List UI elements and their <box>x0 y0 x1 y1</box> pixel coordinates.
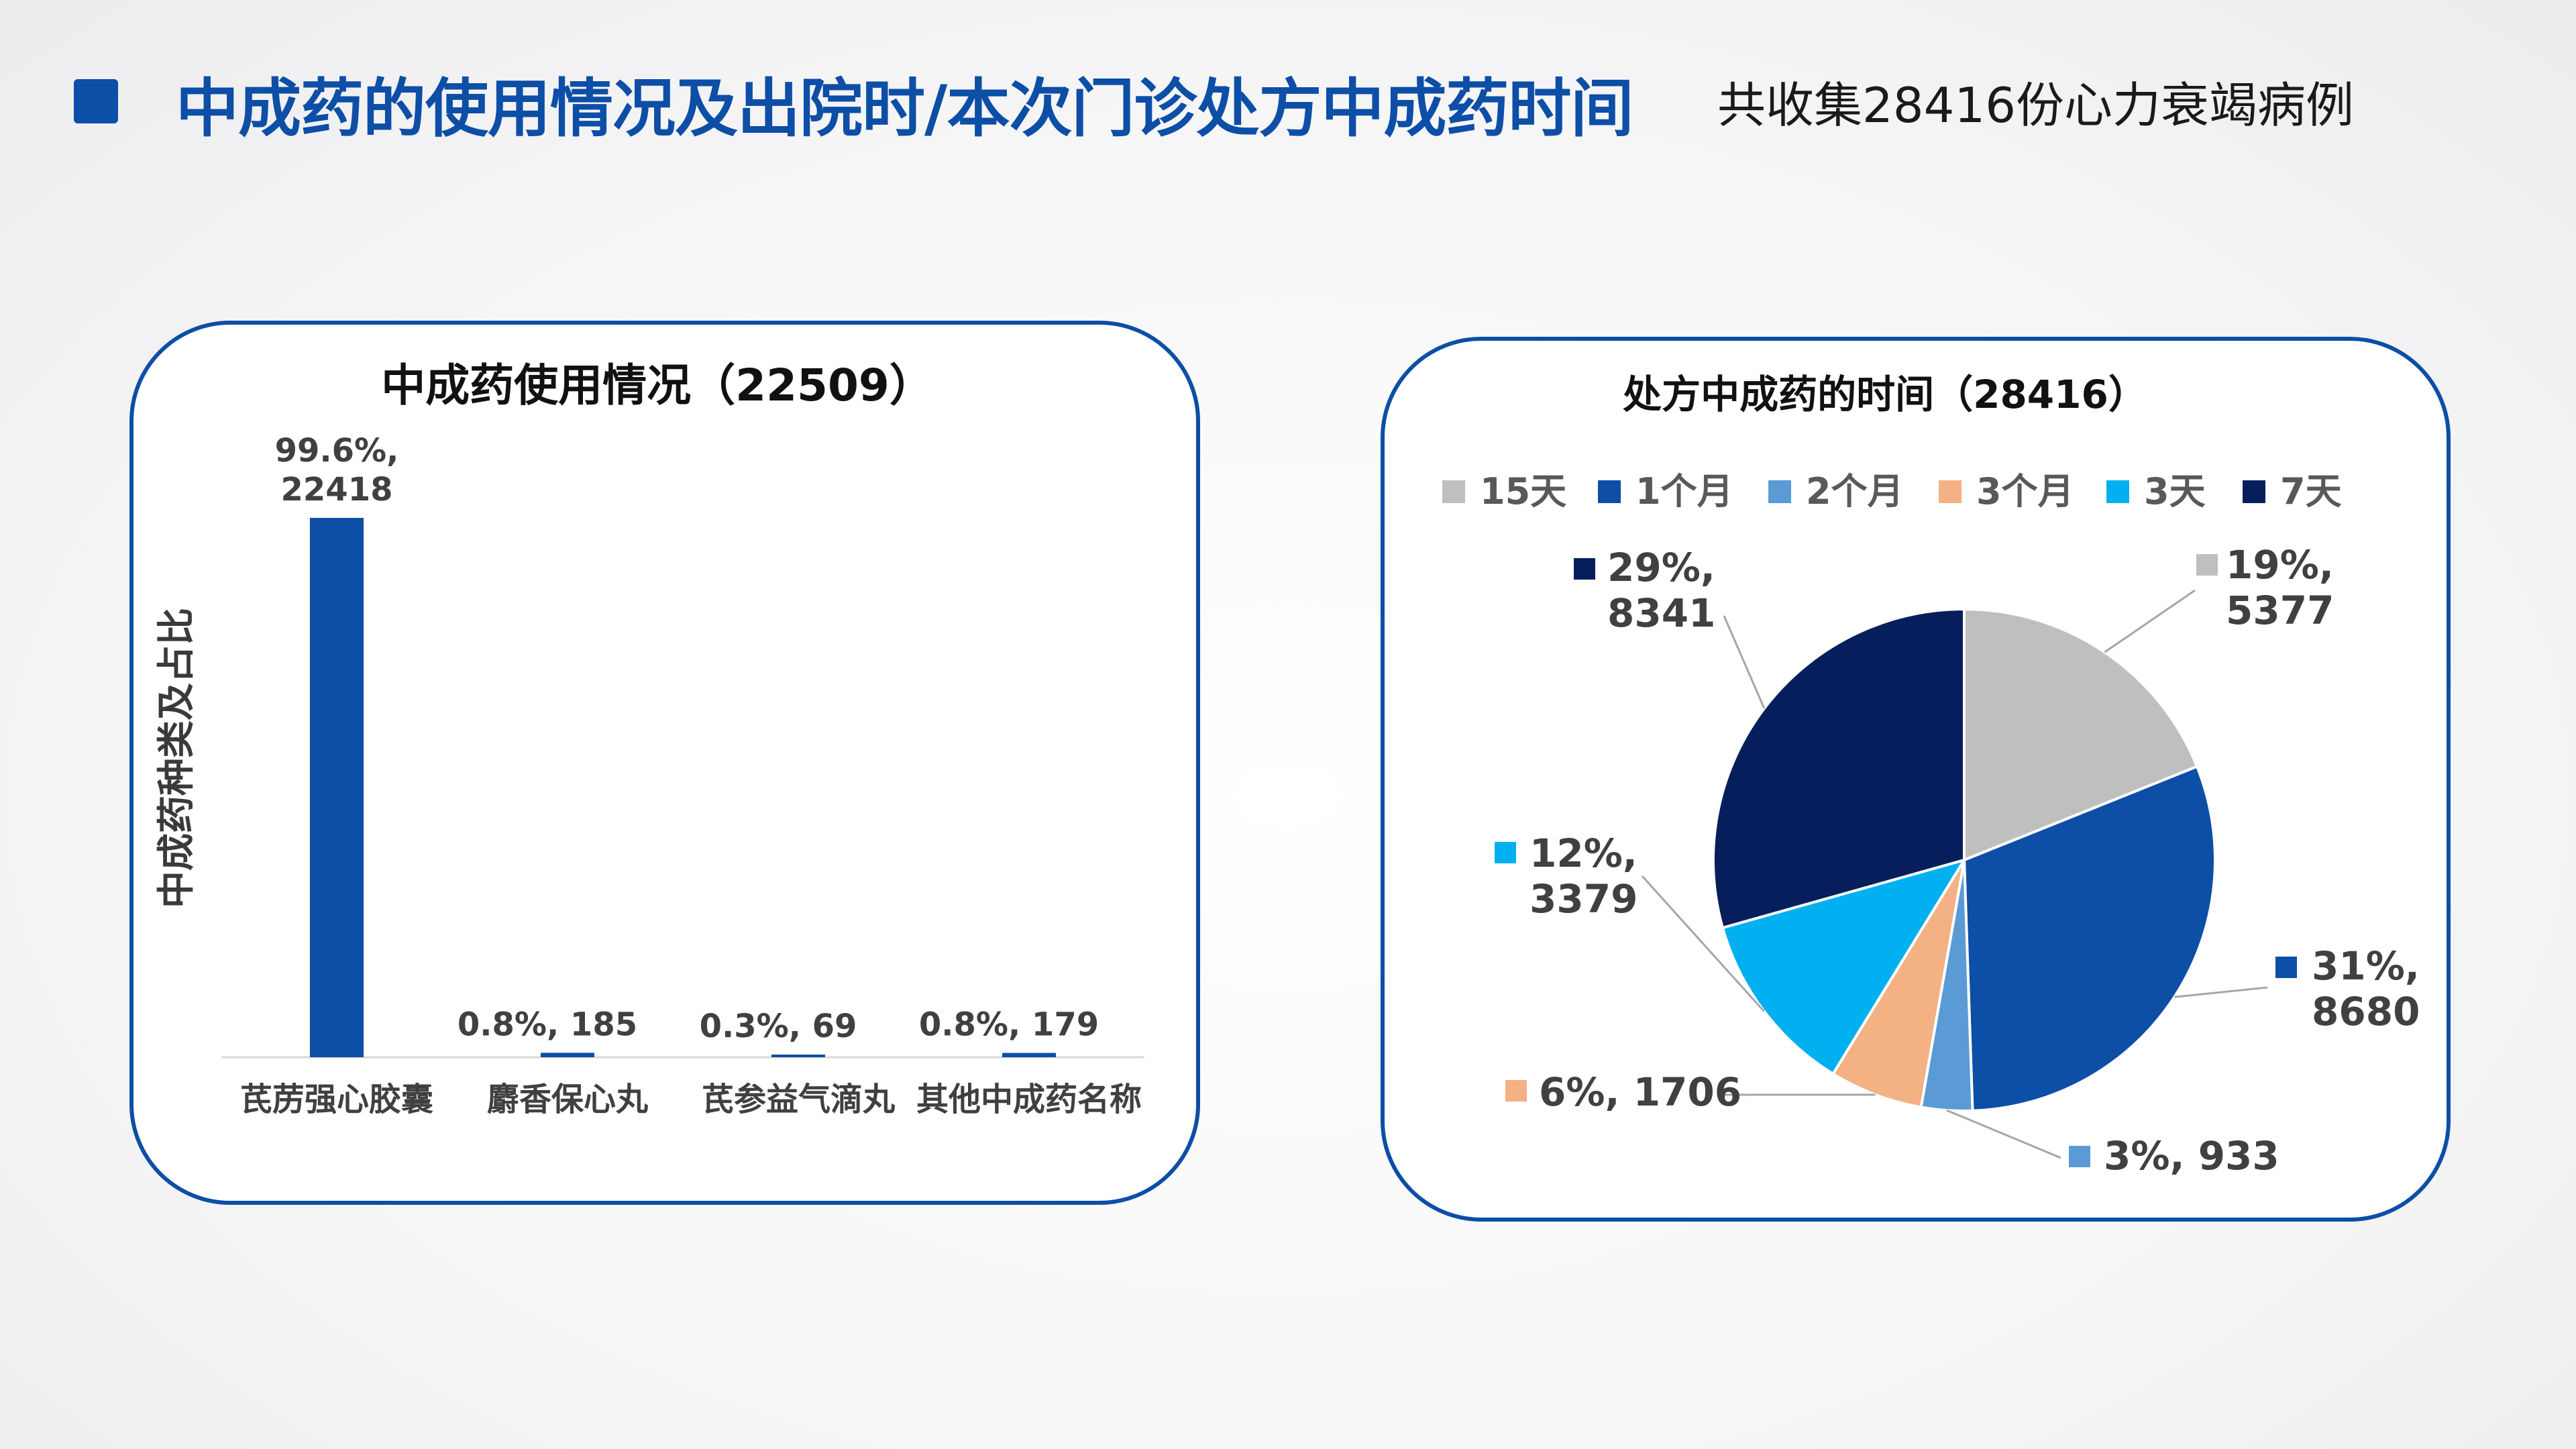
pie-data-label-2: 31%, 8680 <box>2312 943 2420 1034</box>
bar-category-label-2: 麝香保心丸 <box>487 1081 648 1118</box>
pie-slice-6 <box>1712 607 1966 930</box>
bar-category-label-3: 芪参益气滴丸 <box>702 1081 895 1118</box>
pie-label-marker-4 <box>1505 1080 1527 1102</box>
pie-data-label-4: 6%, 1706 <box>1539 1069 1741 1115</box>
legend-label-6: 7天 <box>2280 470 2342 513</box>
legend-swatch-1 <box>1442 480 1465 503</box>
bar-data-label-3: 0.3%, 69 <box>700 1008 857 1045</box>
legend-swatch-4 <box>1939 480 1962 503</box>
bar-data-label-1: 99.6%, 22418 <box>275 432 399 508</box>
bar-data-label-2: 0.8%, 185 <box>458 1006 637 1043</box>
pie-slice-4 <box>1831 859 1966 1109</box>
bar-4 <box>1002 1053 1056 1057</box>
pie-leader-line-3 <box>1946 1109 2061 1159</box>
pie-label-marker-3 <box>2069 1146 2090 1167</box>
bar-data-label-4: 0.8%, 179 <box>919 1006 1099 1044</box>
pie-data-label-5: 12%, 3379 <box>1529 830 1638 922</box>
page-title: 中成药的使用情况及出院时/本次门诊处方中成药时间 <box>176 72 1633 146</box>
legend-label-2: 1个月 <box>1635 470 1733 513</box>
legend-swatch-6 <box>2243 480 2265 503</box>
page-subtitle: 共收集28416份心力衰竭病例 <box>1717 77 2355 133</box>
pie-slice-1 <box>1963 607 2199 862</box>
legend-label-5: 3天 <box>2144 470 2206 513</box>
pie-label-marker-6 <box>1574 558 1595 580</box>
pie-label-marker-1 <box>2196 554 2218 576</box>
pie-chart-title: 处方中成药的时间（28416） <box>1623 372 2147 417</box>
bar-chart-y-axis-label: 中成药种类及占比 <box>155 608 199 908</box>
bar-2 <box>541 1053 594 1057</box>
pie-leader-line-2 <box>2174 986 2268 998</box>
bar-category-label-4: 其他中成药名称 <box>916 1081 1142 1118</box>
bar-category-label-1: 芪苈强心胶囊 <box>240 1081 433 1118</box>
pie-leader-line-6 <box>1723 615 1766 709</box>
pie-leader-line-5 <box>1641 875 1765 1012</box>
bar-3 <box>771 1055 825 1057</box>
title-marker <box>74 79 118 123</box>
pie-label-marker-5 <box>1495 842 1516 863</box>
legend-label-1: 15天 <box>1480 470 1566 513</box>
legend-swatch-2 <box>1598 480 1621 503</box>
bar-chart-title: 中成药使用情况（22509） <box>381 360 934 411</box>
pie-slice-5 <box>1721 857 1968 1076</box>
pie-data-label-6: 29%, 8341 <box>1607 545 1715 636</box>
pie-leader-line-1 <box>2104 589 2196 653</box>
bar-1 <box>310 518 364 1057</box>
legend-label-3: 2个月 <box>1806 470 1904 513</box>
pie-data-label-3: 3%, 933 <box>2104 1133 2279 1179</box>
pie-data-label-1: 19%, 5377 <box>2226 542 2334 633</box>
pie-slice-2 <box>1962 765 2216 1112</box>
legend-swatch-3 <box>1768 480 1791 503</box>
pie-label-marker-2 <box>2275 957 2297 978</box>
legend-label-4: 3个月 <box>1976 470 2074 513</box>
legend-swatch-5 <box>2106 480 2129 503</box>
